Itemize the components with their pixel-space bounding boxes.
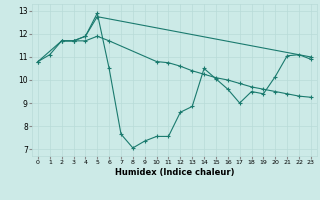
X-axis label: Humidex (Indice chaleur): Humidex (Indice chaleur) [115, 168, 234, 177]
